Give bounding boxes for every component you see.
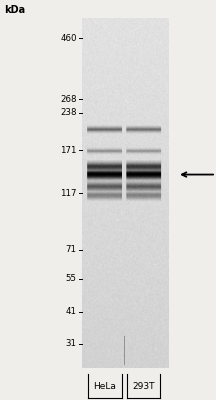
Text: 55: 55 [66, 274, 77, 283]
Text: 268: 268 [60, 95, 77, 104]
Text: HeLa: HeLa [93, 382, 116, 391]
Text: 171: 171 [60, 146, 77, 155]
Text: 41: 41 [66, 308, 77, 316]
Text: kDa: kDa [4, 5, 25, 15]
Text: 117: 117 [60, 189, 77, 198]
Text: 31: 31 [66, 339, 77, 348]
Text: 238: 238 [60, 108, 77, 117]
Text: 460: 460 [60, 34, 77, 43]
Text: 293T: 293T [132, 382, 155, 391]
Text: 71: 71 [66, 245, 77, 254]
